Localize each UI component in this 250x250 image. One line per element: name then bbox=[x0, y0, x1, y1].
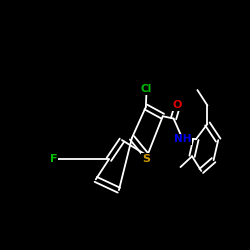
Text: Cl: Cl bbox=[141, 84, 152, 94]
Text: NH: NH bbox=[174, 134, 192, 144]
Text: S: S bbox=[142, 154, 150, 164]
Text: F: F bbox=[50, 154, 57, 164]
Text: O: O bbox=[173, 100, 182, 110]
